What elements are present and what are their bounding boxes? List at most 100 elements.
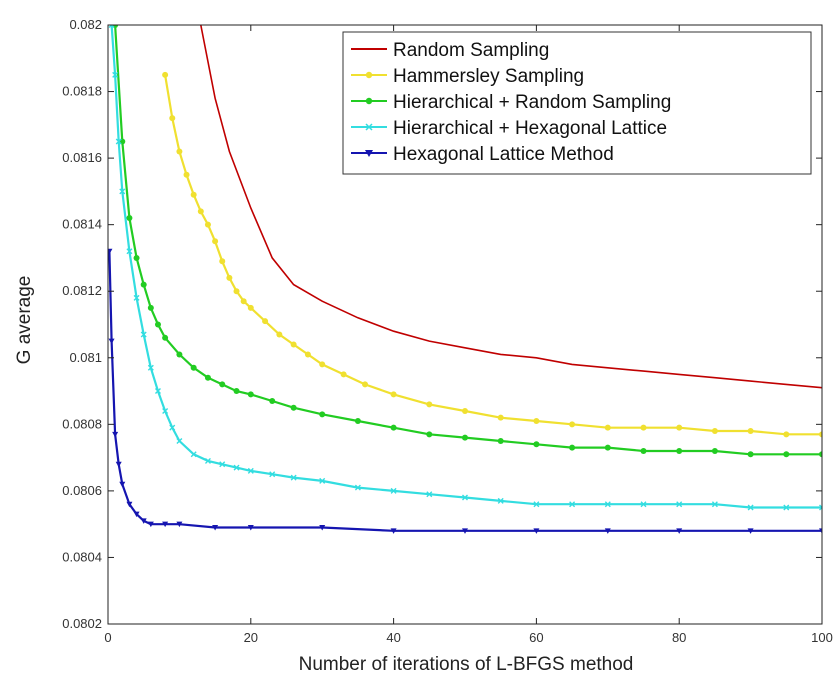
- data-point: [819, 528, 822, 534]
- data-point: [340, 371, 347, 378]
- data-point: [783, 431, 790, 438]
- x-tick-label: 60: [529, 630, 543, 645]
- data-point: [426, 401, 433, 408]
- data-point: [819, 431, 822, 438]
- data-point: [819, 504, 822, 511]
- data-point: [569, 501, 576, 508]
- legend-marker: [365, 71, 373, 79]
- data-point: [240, 298, 247, 305]
- data-point: [711, 427, 718, 434]
- data-point: [676, 528, 683, 534]
- data-point: [126, 248, 133, 255]
- legend-marker: [365, 97, 373, 105]
- series-4: [108, 248, 822, 534]
- x-tick-label: 100: [811, 630, 833, 645]
- data-point: [140, 518, 147, 524]
- data-point: [108, 248, 113, 255]
- data-point: [462, 434, 468, 441]
- data-point: [190, 191, 197, 198]
- data-point: [212, 238, 219, 245]
- x-tick-label: 80: [672, 630, 686, 645]
- data-point: [462, 494, 468, 501]
- data-point: [269, 398, 276, 405]
- legend-label: Hexagonal Lattice Method: [393, 144, 614, 165]
- series-1: [162, 71, 822, 438]
- data-point: [112, 431, 119, 438]
- data-point: [362, 381, 369, 388]
- data-point: [147, 364, 154, 371]
- data-point: [783, 504, 790, 511]
- data-point: [204, 374, 211, 381]
- data-point: [108, 338, 115, 345]
- data-point: [497, 437, 504, 444]
- data-point: [390, 391, 397, 398]
- data-point: [640, 424, 647, 431]
- x-tick-label: 40: [386, 630, 400, 645]
- data-point: [133, 294, 140, 301]
- legend-marker: [365, 150, 373, 157]
- data-point: [276, 331, 283, 338]
- data-point: [162, 408, 169, 415]
- legend-item-2: Hierarchical + Random Sampling: [351, 92, 671, 113]
- series-3: [108, 25, 822, 511]
- data-point: [497, 497, 504, 504]
- data-point: [183, 171, 190, 178]
- data-point: [233, 288, 240, 295]
- data-point: [247, 524, 254, 531]
- y-tick-label: 0.0804: [62, 549, 102, 564]
- data-point: [219, 461, 226, 468]
- data-point: [162, 521, 169, 528]
- data-point: [176, 148, 183, 155]
- data-point: [269, 471, 276, 478]
- series-line-4: [108, 251, 822, 532]
- data-point: [233, 464, 240, 471]
- y-tick-label: 0.082: [69, 17, 102, 32]
- legend-item-3: Hierarchical + Hexagonal Lattice: [351, 118, 667, 139]
- data-point: [390, 528, 397, 534]
- data-point: [640, 447, 647, 454]
- data-point: [569, 444, 576, 451]
- data-point: [711, 501, 718, 508]
- data-point: [533, 501, 540, 508]
- data-point: [262, 318, 269, 325]
- y-tick-label: 0.0816: [62, 150, 102, 165]
- data-point: [747, 427, 754, 434]
- data-point: [676, 424, 683, 431]
- data-point: [462, 408, 468, 415]
- data-point: [747, 451, 754, 458]
- data-point: [204, 221, 211, 228]
- data-point: [783, 451, 790, 458]
- legend: Random Sampling Hammersley Sampling Hierar…: [342, 31, 812, 175]
- data-point: [176, 521, 183, 528]
- data-point: [247, 467, 254, 474]
- data-point: [112, 71, 119, 78]
- data-point: [219, 258, 226, 265]
- data-point: [190, 451, 197, 458]
- data-point: [462, 528, 468, 534]
- data-point: [169, 115, 176, 122]
- data-point: [212, 524, 219, 531]
- data-point: [162, 71, 169, 78]
- series-line-3: [110, 25, 822, 509]
- y-tick-label: 0.081: [69, 350, 102, 365]
- data-point: [176, 437, 183, 444]
- data-point: [304, 351, 311, 358]
- data-point: [115, 461, 122, 468]
- y-axis-label: G average: [14, 276, 35, 365]
- data-point: [290, 404, 297, 411]
- data-point: [533, 528, 540, 534]
- data-point: [147, 521, 154, 528]
- plot-frame: [107, 24, 823, 625]
- data-point: [204, 457, 211, 464]
- data-point: [176, 351, 183, 358]
- data-point: [247, 391, 254, 398]
- data-point: [154, 321, 161, 328]
- x-tick-label: 0: [104, 630, 111, 645]
- data-point: [354, 484, 361, 491]
- data-point: [133, 511, 140, 518]
- legend-item-0: Random Sampling: [351, 40, 549, 61]
- data-point: [319, 411, 326, 418]
- data-point: [497, 414, 504, 421]
- data-point: [390, 424, 397, 431]
